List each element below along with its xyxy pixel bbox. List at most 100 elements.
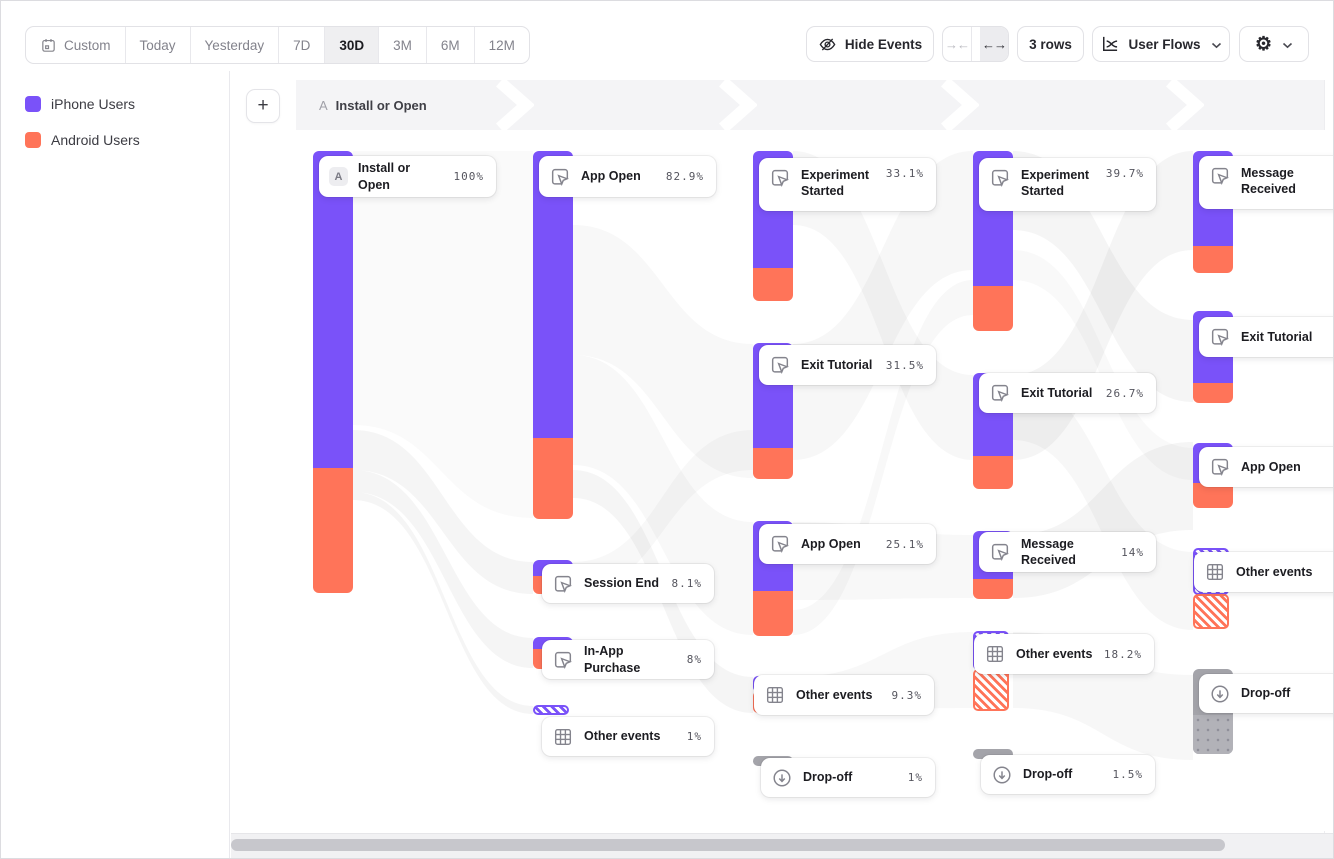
view-type-label: User Flows	[1128, 36, 1201, 52]
path-steps-band: A Install or Open	[296, 80, 1328, 130]
date-range-6m[interactable]: 6M	[427, 27, 475, 63]
date-range-label: 7D	[293, 37, 311, 53]
dropoff-icon	[771, 767, 793, 789]
flow-node-card[interactable]: Experiment Started 33.1%	[759, 158, 936, 211]
date-range-12m[interactable]: 12M	[475, 27, 529, 63]
event-icon	[549, 166, 571, 188]
hide-events-label: Hide Events	[844, 36, 923, 52]
flow-node-bar-hatched[interactable]	[1193, 594, 1229, 629]
flow-node-card[interactable]: Exit Tutorial 31.5%	[759, 345, 936, 385]
date-range-30d[interactable]: 30D	[325, 27, 380, 63]
flow-node-card[interactable]: App Open 25.1%	[759, 524, 936, 564]
grid-icon	[984, 643, 1006, 665]
android-segment	[1193, 383, 1233, 403]
date-range-7d[interactable]: 7D	[279, 27, 326, 63]
step-chevron-icon	[1166, 80, 1204, 130]
node-percent: 1%	[907, 771, 923, 784]
dropoff-icon	[1209, 683, 1231, 705]
step-chevron-icon	[496, 80, 534, 130]
flow-node-card[interactable]: Exit Tutorial	[1199, 317, 1333, 357]
date-range-label: Yesterday	[204, 37, 265, 53]
date-range-today[interactable]: Today	[126, 27, 191, 63]
node-label: Message Received	[1241, 166, 1296, 197]
chevron-down-icon	[1282, 37, 1293, 52]
flow-node-card[interactable]: Other events 1%	[542, 717, 714, 756]
node-percent: 9.3%	[891, 688, 922, 702]
node-label: Experiment Started	[1021, 168, 1090, 199]
flow-node-card[interactable]: App Open	[1199, 447, 1333, 487]
date-range-label: 12M	[488, 37, 515, 53]
expand-columns-button[interactable]: ←→	[980, 27, 1008, 61]
node-percent: 1.5%	[1112, 768, 1143, 781]
flow-node-bar-hatched[interactable]	[973, 669, 1009, 711]
flow-node-bar-hatched[interactable]	[533, 705, 569, 715]
collapse-columns-button[interactable]: →←	[943, 27, 972, 61]
node-percent: 26.7%	[1105, 386, 1144, 400]
flow-node-card[interactable]: Drop-off 1.5%	[981, 755, 1155, 794]
flow-node-card[interactable]: Other events	[1194, 552, 1333, 592]
event-icon	[1209, 326, 1231, 348]
android-segment	[1193, 483, 1233, 508]
event-icon	[989, 382, 1011, 404]
flow-node-card[interactable]: Session End 8.1%	[542, 564, 714, 603]
date-range-selector: Custom Today Yesterday 7D 30D 3M 6M 12M	[25, 26, 530, 64]
flow-node-card[interactable]: Other events 18.2%	[974, 634, 1154, 674]
flow-node-card[interactable]: App Open 82.9%	[539, 156, 716, 197]
flow-node-card[interactable]: Drop-off	[1199, 674, 1333, 713]
rows-button[interactable]: 3 rows	[1017, 26, 1084, 62]
date-range-yesterday[interactable]: Yesterday	[191, 27, 280, 63]
event-icon	[769, 533, 791, 555]
collapse-icon: →←	[945, 36, 970, 52]
node-label: In-App Purchase	[584, 644, 641, 675]
flow-node-card[interactable]: Experiment Started 39.7%	[979, 158, 1156, 211]
add-step-button[interactable]: +	[246, 89, 280, 123]
node-label: Drop-off	[803, 770, 853, 785]
legend-item-iphone[interactable]: iPhone Users	[25, 96, 135, 112]
node-label: Install or Open	[358, 161, 411, 192]
event-icon	[769, 167, 791, 189]
android-segment	[753, 591, 793, 636]
path-step-a[interactable]: A Install or Open	[319, 80, 427, 130]
chevron-down-icon	[1211, 37, 1222, 52]
flow-node-bar[interactable]	[533, 151, 573, 519]
iphone-segment	[313, 151, 353, 468]
flow-node-card[interactable]: In-App Purchase 8%	[542, 640, 714, 679]
node-percent: 100%	[453, 170, 484, 183]
flow-node-card[interactable]: Exit Tutorial 26.7%	[979, 373, 1156, 413]
date-range-3m[interactable]: 3M	[379, 27, 427, 63]
android-segment	[533, 438, 573, 519]
rows-label: 3 rows	[1029, 36, 1072, 52]
android-segment	[313, 468, 353, 593]
event-icon	[769, 354, 791, 376]
flow-node-card[interactable]: Message Received 14%	[979, 532, 1156, 572]
node-label: Exit Tutorial	[801, 357, 873, 372]
iphone-segment	[533, 151, 573, 438]
date-range-custom[interactable]: Custom	[26, 27, 126, 63]
horizontal-scrollbar-thumb[interactable]	[231, 839, 1225, 851]
node-percent: 31.5%	[885, 358, 924, 372]
grid-icon	[552, 726, 574, 748]
flow-node-card[interactable]: A Install or Open 100%	[319, 156, 496, 197]
flow-node-card[interactable]: Other events 9.3%	[754, 675, 934, 715]
node-percent: 1%	[686, 730, 702, 743]
horizontal-scrollbar-track[interactable]	[231, 833, 1333, 858]
node-label: Other events	[1236, 564, 1313, 579]
flow-node-card[interactable]: Drop-off 1%	[761, 758, 935, 797]
flow-node-bar[interactable]	[313, 151, 353, 593]
flow-node-card[interactable]: Message Received	[1199, 156, 1333, 209]
step-a-badge: A	[329, 167, 348, 186]
flow-node-bar[interactable]	[973, 749, 1013, 759]
view-type-dropdown[interactable]: User Flows	[1092, 26, 1230, 62]
step-chevron-icon	[941, 80, 979, 130]
node-label: Other events	[584, 729, 661, 744]
legend-item-android[interactable]: Android Users	[25, 132, 140, 148]
android-segment	[973, 579, 1013, 599]
settings-dropdown[interactable]: ⚙	[1239, 26, 1309, 62]
grid-icon	[1204, 561, 1226, 583]
event-icon	[1209, 456, 1231, 478]
expand-icon: ←→	[982, 36, 1007, 52]
plus-icon: +	[257, 95, 269, 116]
step-label: Install or Open	[335, 97, 427, 113]
hide-events-button[interactable]: Hide Events	[806, 26, 934, 62]
